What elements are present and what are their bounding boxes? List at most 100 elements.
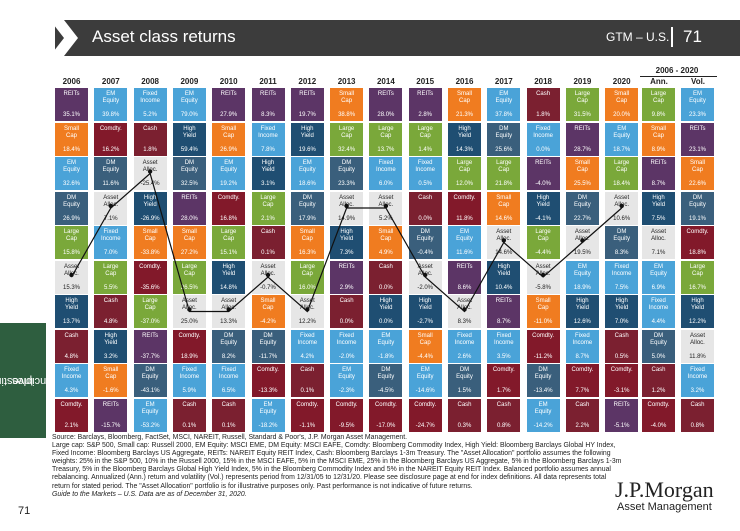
- cell-value: 18.9%: [180, 353, 198, 360]
- cell-value: 13.7%: [377, 146, 395, 153]
- cell-large-cap-2006: Large Cap 15.8%: [55, 226, 88, 259]
- vol-cell-comdty: Comdty. 18.8%: [681, 226, 714, 259]
- cell-label: Equity: [534, 408, 552, 415]
- cell-value: -37.7%: [140, 353, 160, 360]
- cell-high-yield-2009: High Yield 59.4%: [172, 122, 206, 156]
- cell-label: Yield: [575, 305, 589, 311]
- cell-dm-equity-2015: DM Equity -0.4%: [408, 226, 442, 259]
- cell-comdty-2009: Comdty. 18.9%: [172, 329, 206, 363]
- cell-label: Income: [297, 339, 318, 346]
- cell-label: REITs: [259, 91, 276, 97]
- cell-fixed-income-2016: Fixed Income 2.6%: [448, 329, 481, 363]
- cell-small-cap-2007: Small Cap -1.6%: [94, 364, 128, 397]
- ann-cell-comdty: Comdty. -4.0%: [642, 398, 675, 432]
- cell-value: 1.8%: [143, 146, 157, 153]
- cell-label: Comdty.: [414, 401, 437, 408]
- cell-value: 7.3%: [339, 250, 354, 256]
- cell-label: Cap: [458, 98, 470, 104]
- cell-label: DM: [145, 367, 155, 373]
- cell-label: Comdty.: [686, 229, 709, 235]
- cell-asset-alloc-2018: Asset Alloc. -5.8%: [526, 260, 560, 294]
- cell-comdty-2013: Comdty. -9.5%: [330, 398, 364, 432]
- cell-cash-2012: Cash 0.1%: [290, 364, 324, 397]
- cell-label: Large: [181, 263, 198, 270]
- cell-label: Fixed: [103, 229, 119, 235]
- cell-reits-2012: REITs 19.7%: [290, 88, 324, 121]
- cell-label: REITs: [181, 194, 198, 201]
- cell-label: Asset: [339, 194, 355, 201]
- cell-label: Small: [535, 298, 551, 304]
- cell-asset-alloc-2008: Asset Alloc. -25.4%: [133, 157, 167, 190]
- cell-label: Alloc.: [221, 305, 237, 311]
- cell-label: Cap: [616, 98, 628, 104]
- cell-value: 16.0%: [298, 284, 316, 291]
- cell-small-cap-2018: Small Cap -11.0%: [526, 295, 560, 328]
- cell-label: Asset: [142, 160, 158, 166]
- cell-value: 25.0%: [180, 319, 198, 325]
- cell-label: Asset: [103, 194, 119, 201]
- cell-label: Fixed: [690, 367, 705, 373]
- cell-label: Alloc.: [103, 201, 119, 208]
- cell-label: Small: [456, 91, 472, 97]
- cell-value: 2.1%: [261, 215, 275, 222]
- cell-value: -4.4%: [417, 353, 434, 360]
- cell-label: Alloc.: [535, 270, 551, 277]
- year-header: 2019: [573, 77, 592, 86]
- cell-small-cap-2009: Small Cap 27.2%: [172, 226, 206, 259]
- cell-large-cap-2019: Large Cap 31.5%: [565, 88, 599, 121]
- cell-value: 8.9%: [651, 146, 666, 153]
- cell-value: 23.3%: [688, 112, 706, 118]
- ann-cell-high-yield: High Yield 7.5%: [642, 191, 675, 225]
- cell-label: Cap: [380, 236, 392, 242]
- cell-label: Fixed: [575, 332, 590, 339]
- year-header: 2014: [376, 77, 395, 86]
- cell-value: 15.3%: [62, 284, 80, 291]
- cell-label: Income: [454, 339, 475, 346]
- cell-dm-equity-2009: DM Equity 32.5%: [172, 157, 206, 190]
- cell-value: 22.6%: [688, 181, 706, 187]
- cell-value: -5.1%: [613, 422, 630, 429]
- cell-value: -33.8%: [140, 250, 160, 256]
- cell-label: Alloc.: [260, 270, 276, 277]
- cell-label: Income: [648, 305, 669, 311]
- cell-value: 1.5%: [457, 388, 472, 394]
- cell-small-cap-2020: Small Cap 20.0%: [605, 88, 639, 121]
- cell-value: 18.4%: [62, 146, 80, 153]
- cell-label: EM: [499, 91, 509, 97]
- cell-value: 26.9%: [220, 146, 238, 153]
- cell-value: 2.9%: [339, 284, 354, 291]
- cell-value: 16.2%: [102, 146, 120, 153]
- cell-label: Income: [218, 374, 239, 380]
- cell-value: 3.2%: [103, 353, 118, 360]
- cell-cash-2006: Cash 4.8%: [55, 329, 88, 363]
- cell-label: Income: [533, 132, 553, 139]
- cell-dm-equity-2017: DM Equity 25.6%: [487, 122, 521, 156]
- cell-cash-2010: Cash 0.1%: [212, 398, 246, 432]
- cell-label: REITs: [613, 401, 630, 408]
- cell-value: 7.1%: [103, 215, 118, 222]
- cell-dm-equity-2018: DM Equity -13.4%: [526, 364, 560, 397]
- cell-label: Asset: [650, 229, 666, 235]
- cell-label: Cap: [498, 167, 510, 173]
- cell-asset-alloc-2016: Asset Alloc. 8.3%: [448, 295, 481, 328]
- cell-value: 11.8%: [689, 353, 706, 360]
- cell-label: Yield: [261, 167, 275, 173]
- cell-label: Yield: [182, 132, 196, 139]
- cell-label: Comdty.: [647, 401, 670, 408]
- cell-value: 18.9%: [573, 284, 591, 291]
- cell-label: Equity: [495, 98, 513, 104]
- cell-value: 4.3%: [64, 388, 79, 394]
- year-header: 2011: [259, 77, 277, 86]
- cell-label: Small: [63, 125, 79, 132]
- cell-label: Yield: [615, 305, 629, 311]
- cell-label: Large: [689, 263, 706, 270]
- cell-label: Cap: [576, 98, 588, 104]
- cell-value: 16.3%: [298, 250, 316, 256]
- cell-value: 7.7%: [575, 388, 590, 394]
- cell-value: -4.0%: [650, 422, 667, 429]
- cell-label: Income: [61, 374, 82, 380]
- cell-small-cap-2016: Small Cap 21.3%: [448, 88, 481, 121]
- cell-label: Cap: [144, 236, 156, 242]
- year-header: 2018: [534, 77, 552, 86]
- cell-value: 22.7%: [573, 215, 591, 222]
